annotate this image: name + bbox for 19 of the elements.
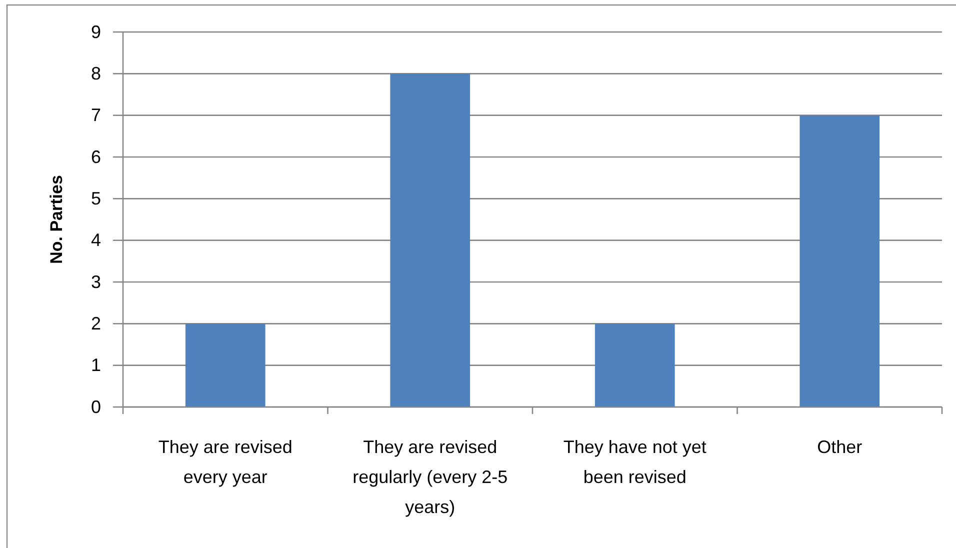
bar xyxy=(594,324,675,407)
y-tick-label: 8 xyxy=(90,63,101,84)
y-tick-label: 0 xyxy=(90,396,101,417)
bar xyxy=(185,324,266,407)
y-tick-label: 5 xyxy=(90,188,101,208)
y-tick-label: 3 xyxy=(90,272,101,292)
x-tick-label: They are revised every year xyxy=(158,437,292,487)
x-tick-label: They are revised regularly (every 2-5 years) xyxy=(352,437,508,517)
bar xyxy=(800,115,880,407)
x-tick-label: Other xyxy=(817,437,862,457)
y-tick-label: 9 xyxy=(90,22,101,42)
y-tick-label: 2 xyxy=(90,313,101,334)
x-tick-label: They have not yet been revised xyxy=(563,437,706,487)
bar xyxy=(390,74,470,407)
y-tick-label: 6 xyxy=(90,146,101,167)
y-tick-label: 4 xyxy=(90,230,101,250)
y-axis-title: No. Parties xyxy=(47,175,66,264)
y-tick-label: 7 xyxy=(90,105,101,126)
y-tick-label: 1 xyxy=(90,355,101,376)
